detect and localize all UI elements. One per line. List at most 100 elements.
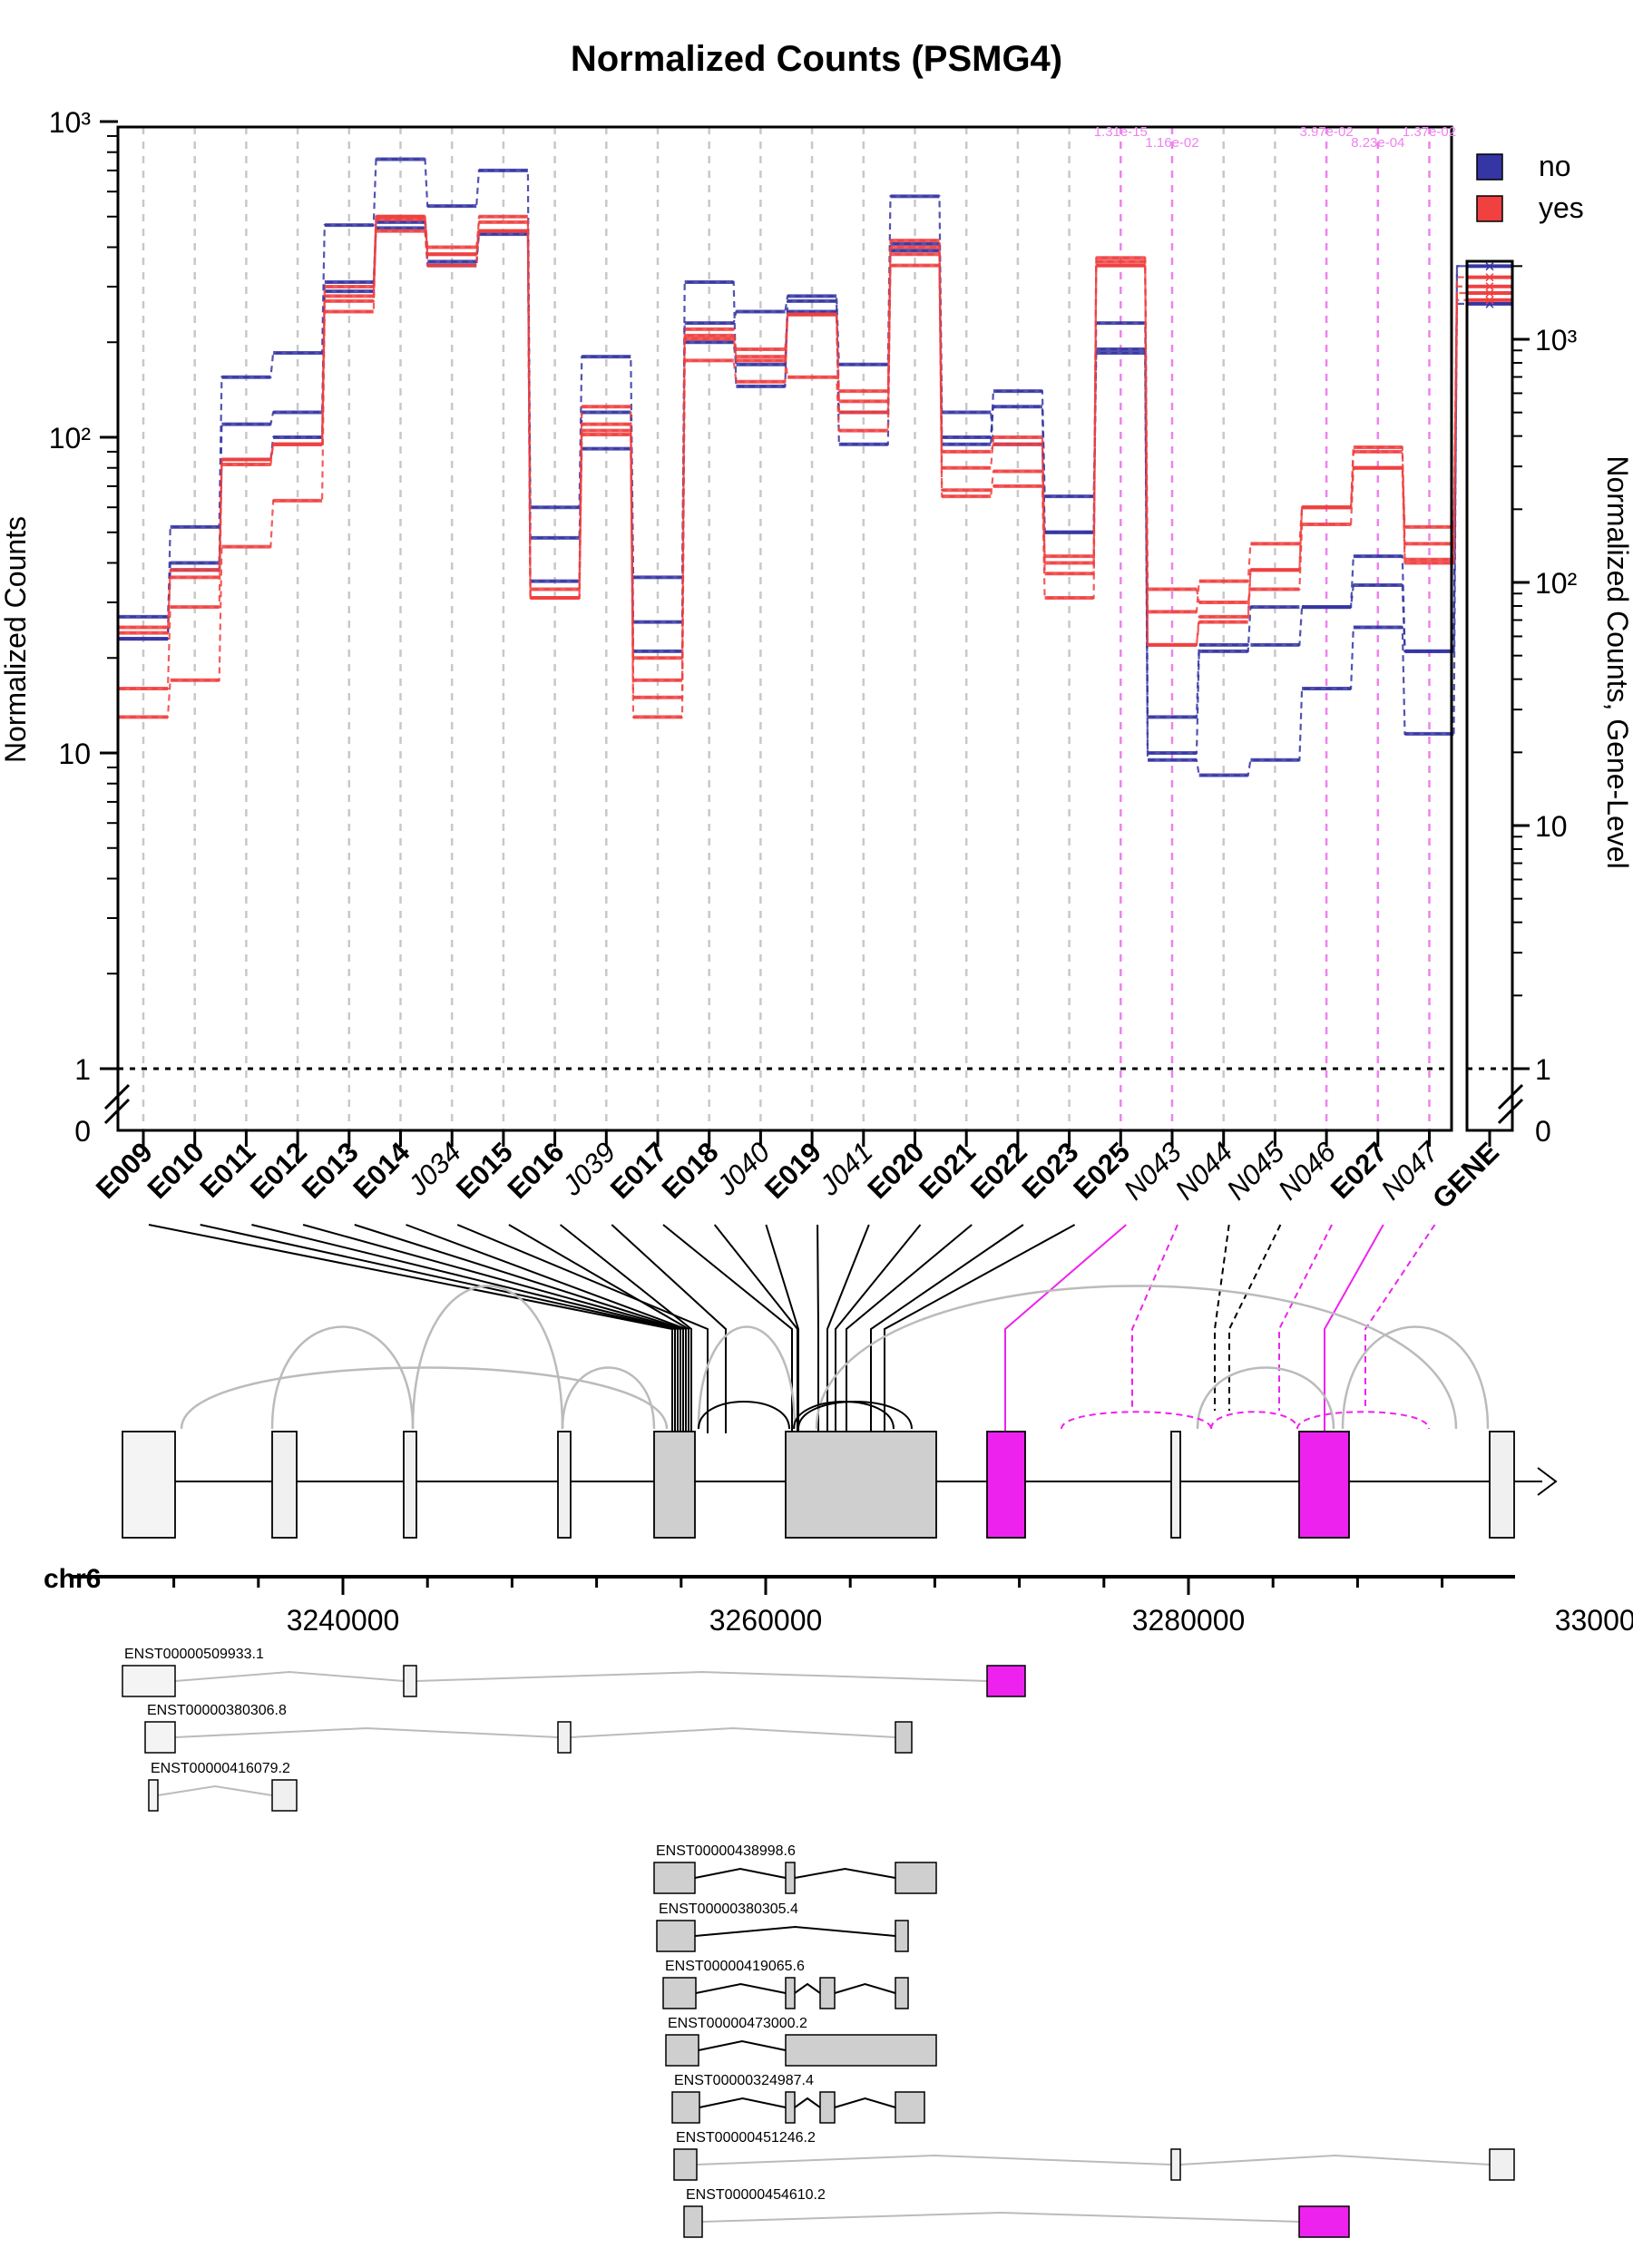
y-axis: 1 10 10² 10³ 0 <box>49 106 131 1148</box>
gene-axis-break-mark <box>1497 1083 1524 1125</box>
y-tick-label-zero: 0 <box>74 1115 91 1148</box>
transcript-label: ENST00000509933.1 <box>124 1647 264 1662</box>
intron-line <box>794 1982 821 1994</box>
transcript-9: ENST00000451246.2 <box>673 2130 1515 2181</box>
feature-label-e013: E013 <box>296 1136 365 1205</box>
connector-n044 <box>1214 1224 1230 1411</box>
feature-label-e014: E014 <box>347 1136 416 1205</box>
exon-block <box>557 1431 572 1539</box>
transcript-exon <box>895 1862 937 1894</box>
junction-arc <box>1196 1366 1335 1430</box>
transcript-2: ENST00000380306.8 <box>144 1703 913 1754</box>
transcript-exon <box>557 1721 572 1754</box>
connector-j040 <box>765 1224 799 1433</box>
transcript-exon <box>662 1977 697 2009</box>
feature-label-e017: E017 <box>604 1136 673 1205</box>
transcript-label: ENST00000380306.8 <box>147 1703 287 1718</box>
feature-connectors <box>148 1224 1436 1433</box>
series-no-1 <box>119 194 1467 719</box>
y-tick-label: 10 <box>58 738 91 770</box>
connector-e016 <box>559 1224 692 1433</box>
exon-block <box>122 1431 176 1539</box>
legend-swatch-yes <box>1476 195 1503 222</box>
feature-label-e012: E012 <box>244 1136 313 1205</box>
junction-arc <box>180 1366 669 1430</box>
transcript-10: ENST00000454610.2 <box>683 2187 1350 2238</box>
transcript-4: ENST00000438998.6 <box>653 1843 937 1894</box>
genome-axis: chr6 3240000 3260000 3280000 3300000 <box>44 1564 1633 1637</box>
connector-j034 <box>456 1224 709 1433</box>
plot-frame <box>116 125 1453 1132</box>
pvalue-n046: 3.97e-02 <box>1299 124 1353 140</box>
gene-mark-x-yes: × <box>1484 269 1495 288</box>
feature-label-j041: J041 <box>813 1136 879 1202</box>
exon-block <box>1298 1431 1350 1539</box>
connector-e027 <box>1324 1224 1384 1433</box>
intron-line <box>694 1925 896 1937</box>
gene-tick-label: 10² <box>1535 567 1578 600</box>
transcript-exon <box>122 1665 176 1697</box>
genome-tick-label: 3300000 <box>1555 1604 1633 1637</box>
connector-e015 <box>508 1224 689 1433</box>
connector-n045 <box>1228 1224 1282 1411</box>
series-yes-6 <box>119 217 1467 719</box>
series-tail <box>1452 291 1467 563</box>
novel-junction-arc <box>1061 1411 1212 1430</box>
axis-break-mark <box>103 1083 131 1125</box>
exon-block <box>785 1431 937 1539</box>
x-axis-feature-labels: E009E010E011E012E013E014J034E015E016J039… <box>90 1129 1505 1215</box>
pvalue-e027: 8.23e-04 <box>1351 135 1404 151</box>
junction-arc-active <box>797 1401 913 1430</box>
transcript-exon <box>403 1665 417 1697</box>
intron-line <box>696 2154 1172 2165</box>
legend: no yes <box>1476 150 1584 224</box>
transcript-exon <box>1298 2205 1350 2238</box>
intron-line <box>701 2211 1300 2223</box>
series-connector-line <box>119 215 1454 690</box>
transcript-tracks: ENST00000509933.1 ENST00000380306.8 ENST00… <box>122 1647 1515 2238</box>
intron-line <box>695 1982 787 1994</box>
transcript-exon <box>683 2205 703 2238</box>
connector-e019 <box>816 1224 819 1433</box>
y-axis-label-right: Normalized Counts, Gene-Level <box>1601 455 1633 868</box>
transcript-5: ENST00000380305.4 <box>656 1901 909 1952</box>
transcript-exon <box>673 2148 698 2181</box>
genome-tick-label: 3260000 <box>709 1604 823 1637</box>
feature-label-e027: E027 <box>1325 1136 1393 1205</box>
transcript-exon <box>895 2091 925 2124</box>
transcript-exon <box>785 2091 796 2124</box>
exon-block <box>653 1431 696 1539</box>
feature-label-n046: N046 <box>1272 1136 1343 1207</box>
transcript-label: ENST00000438998.6 <box>656 1843 796 1859</box>
intron-line <box>694 1867 787 1879</box>
intron-line <box>699 2097 787 2108</box>
transcript-label: ENST00000473000.2 <box>668 2016 807 2031</box>
legend-label-yes: yes <box>1539 191 1584 224</box>
exon-block <box>271 1431 298 1539</box>
feature-label-j039: J039 <box>555 1136 621 1202</box>
connector-e013 <box>354 1224 684 1433</box>
gene-tick-label: 1 <box>1535 1053 1551 1086</box>
transcript-exon <box>819 1977 836 2009</box>
feature-label-j040: J040 <box>709 1136 776 1202</box>
gene-mark-x-yes: × <box>1484 284 1495 304</box>
pvalue-labels: 1.31e-151.16e-02 3.97e-028.23e-041.37e-02 <box>1094 124 1456 151</box>
transcript-label: ENST00000324987.4 <box>674 2073 814 2088</box>
gene-mark-x-yes: × <box>1484 278 1495 298</box>
pvalue-e025: 1.31e-15 <box>1094 124 1148 140</box>
intron-line <box>794 2097 821 2108</box>
intron-line <box>1179 2154 1491 2165</box>
junction-arc <box>1341 1325 1490 1430</box>
feature-label-e022: E022 <box>964 1136 1033 1205</box>
feature-label-e018: E018 <box>656 1136 725 1205</box>
feature-label-n045: N045 <box>1220 1136 1291 1207</box>
pvalue-n043: 1.16e-02 <box>1145 135 1198 151</box>
transcript-6: ENST00000419065.6 <box>662 1959 909 2009</box>
intron-line <box>416 1670 988 1682</box>
transcript-label: ENST00000419065.6 <box>665 1959 805 1974</box>
series-connector-line <box>119 195 1454 719</box>
exon-block <box>1170 1431 1181 1539</box>
connector-n043 <box>1131 1224 1178 1411</box>
novel-junction-arc <box>1296 1411 1430 1430</box>
series-connector-line <box>119 218 1454 719</box>
